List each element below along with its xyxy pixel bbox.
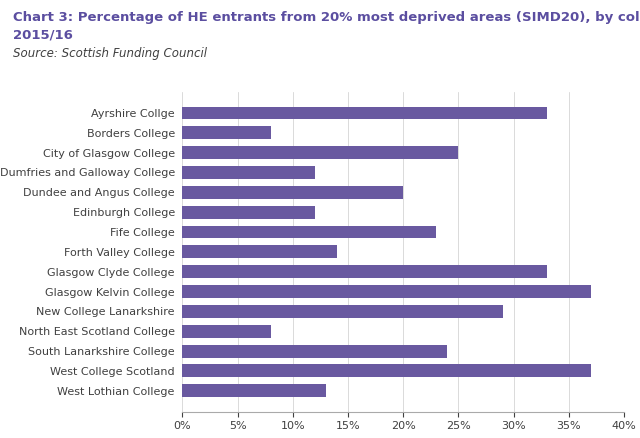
Bar: [182, 305, 502, 318]
Bar: [182, 384, 326, 397]
Bar: [182, 146, 458, 159]
Bar: [182, 285, 591, 298]
Bar: [182, 364, 591, 378]
Bar: [182, 106, 547, 120]
Bar: [182, 345, 447, 357]
Bar: [182, 206, 315, 219]
Text: 2015/16: 2015/16: [13, 28, 73, 42]
Text: Chart 3: Percentage of HE entrants from 20% most deprived areas (SIMD20), by col: Chart 3: Percentage of HE entrants from …: [13, 11, 640, 24]
Bar: [182, 166, 315, 179]
Bar: [182, 186, 403, 199]
Bar: [182, 226, 436, 238]
Text: Source: Scottish Funding Council: Source: Scottish Funding Council: [13, 47, 207, 60]
Bar: [182, 325, 271, 338]
Bar: [182, 265, 547, 278]
Bar: [182, 245, 337, 258]
Bar: [182, 126, 271, 139]
